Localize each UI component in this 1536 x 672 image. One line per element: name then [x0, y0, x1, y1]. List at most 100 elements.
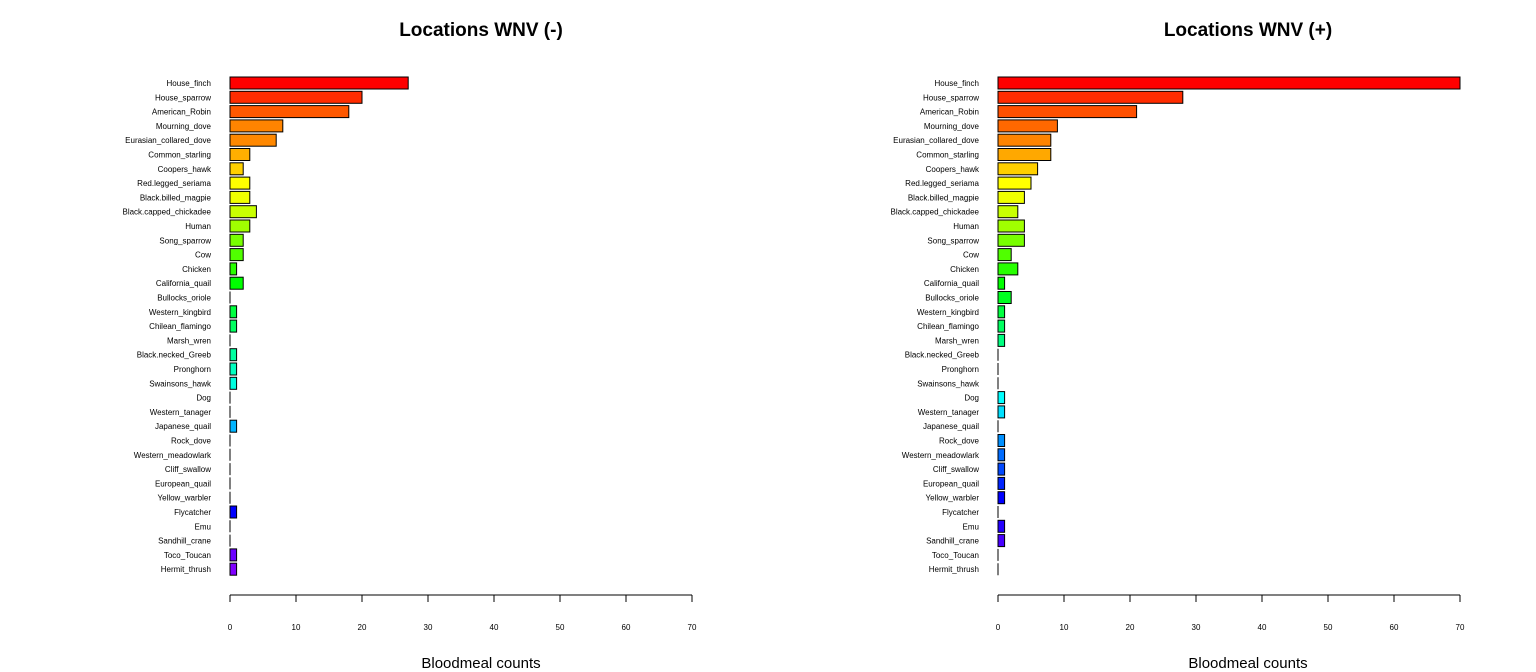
category-label-right: Western_kingbird: [917, 308, 979, 317]
category-label-right: Dog: [964, 394, 979, 403]
category-label-left: Common_starling: [148, 151, 211, 160]
x-tick-label-left: 50: [556, 623, 565, 632]
bar-right: [997, 162, 1039, 176]
category-label-left: Toco_Toucan: [164, 551, 211, 560]
category-label-right: European_quail: [923, 479, 979, 488]
chart-title-left: Locations WNV (-): [399, 20, 563, 41]
category-label-left: Black.capped_chickadee: [122, 208, 211, 217]
x-tick-label-left: 10: [292, 623, 301, 632]
category-label-left: Yellow_warbler: [157, 494, 211, 503]
category-label-right: Human: [953, 222, 979, 231]
x-tick-label-left: 20: [358, 623, 367, 632]
bar-left: [229, 133, 277, 147]
category-label-left: Human: [185, 222, 211, 231]
category-label-left: House_sparrow: [155, 93, 211, 102]
x-tick-label-left: 0: [228, 623, 233, 632]
bar-right: [997, 262, 1019, 276]
x-axis-label-right: Bloodmeal counts: [1188, 655, 1307, 672]
bar-right: [997, 233, 1025, 247]
category-label-right: Black.billed_magpie: [908, 193, 980, 202]
bar-right: [997, 291, 1012, 304]
category-label-right: Coopers_hawk: [926, 165, 980, 174]
category-label-left: European_quail: [155, 479, 211, 488]
bar-left: [229, 233, 244, 247]
bar-right: [997, 305, 1006, 319]
bar-right: [997, 534, 1006, 548]
bar-right: [997, 519, 1006, 533]
category-label-right: Flycatcher: [942, 508, 979, 517]
category-label-left: Eurasian_collared_dove: [125, 136, 211, 145]
bar-left: [229, 319, 238, 333]
category-label-left: Marsh_wren: [167, 336, 211, 345]
category-label-right: Sandhill_crane: [926, 537, 979, 546]
category-label-left: Flycatcher: [174, 508, 211, 517]
x-tick-label-left: 60: [622, 623, 631, 632]
bar-right: [997, 119, 1058, 133]
category-label-right: House_finch: [935, 79, 979, 88]
bar-right: [997, 434, 1006, 447]
category-label-left: Coopers_hawk: [158, 165, 212, 174]
category-label-right: Western_tanager: [918, 408, 980, 417]
plot-area-left: House_finch House_sparrow American_Robin Mo…: [122, 76, 697, 632]
category-label-right: Chilean_flamingo: [917, 322, 979, 331]
bar-right: [997, 205, 1019, 219]
category-label-right: House_sparrow: [923, 93, 979, 102]
category-label-right: Chicken: [950, 265, 979, 274]
category-label-left: Red.legged_seriama: [137, 179, 211, 188]
x-axis-label-left: Bloodmeal counts: [421, 655, 540, 672]
x-tick-label-right: 10: [1060, 623, 1069, 632]
bar-right: [997, 405, 1006, 419]
bar-left: [229, 362, 238, 376]
x-tick-label-right: 50: [1324, 623, 1333, 632]
category-label-right: Eurasian_collared_dove: [893, 136, 979, 145]
category-label-right: Emu: [963, 522, 979, 531]
bar-left: [229, 219, 251, 233]
category-label-right: Hermit_thrush: [929, 565, 979, 574]
category-label-left: Western_kingbird: [149, 308, 211, 317]
bar-left: [229, 119, 284, 133]
x-tick-label-right: 20: [1126, 623, 1135, 632]
category-label-right: Common_starling: [916, 151, 979, 160]
bar-left: [229, 105, 350, 119]
bar-right: [997, 476, 1006, 490]
bar-left: [229, 276, 244, 290]
category-label-left: American_Robin: [152, 108, 211, 117]
bar-right: [997, 190, 1025, 204]
category-label-left: Japanese_quail: [155, 422, 211, 431]
x-tick-label-left: 30: [424, 623, 433, 632]
bar-left: [229, 505, 238, 519]
category-label-right: Japanese_quail: [923, 422, 979, 431]
bar-right: [997, 462, 1006, 476]
category-label-left: Bullocks_oriole: [157, 294, 211, 303]
bar-right: [997, 148, 1052, 161]
category-label-right: Bullocks_oriole: [925, 294, 979, 303]
category-label-left: House_finch: [167, 79, 211, 88]
bar-left: [229, 76, 409, 90]
x-tick-label-right: 0: [996, 623, 1001, 632]
category-label-right: Yellow_warbler: [925, 494, 979, 503]
chart-title-right: Locations WNV (+): [1164, 20, 1332, 41]
bar-left: [229, 148, 251, 161]
category-label-left: Rock_dove: [171, 437, 212, 446]
category-label-left: Song_sparrow: [159, 236, 211, 245]
category-label-right: Cliff_swallow: [933, 465, 979, 474]
bar-right: [997, 133, 1052, 147]
category-label-right: Red.legged_seriama: [905, 179, 979, 188]
bar-left: [229, 262, 238, 276]
bar-right: [997, 448, 1006, 462]
bar-left: [229, 248, 244, 262]
chart-panel-right: Locations WNV (+) Bloodmeal counts House…: [890, 20, 1465, 672]
bar-left: [229, 562, 238, 576]
category-label-left: Mourning_dove: [156, 122, 212, 131]
bar-left: [229, 176, 251, 190]
x-tick-label-left: 40: [490, 623, 499, 632]
category-label-left: Cow: [195, 251, 211, 260]
category-label-right: Song_sparrow: [927, 236, 979, 245]
category-label-left: Sandhill_crane: [158, 537, 211, 546]
bar-left: [229, 376, 238, 390]
category-label-right: Mourning_dove: [924, 122, 980, 131]
x-tick-label-left: 70: [688, 623, 697, 632]
category-label-left: Western_meadowlark: [134, 451, 212, 460]
bar-right: [997, 276, 1006, 290]
